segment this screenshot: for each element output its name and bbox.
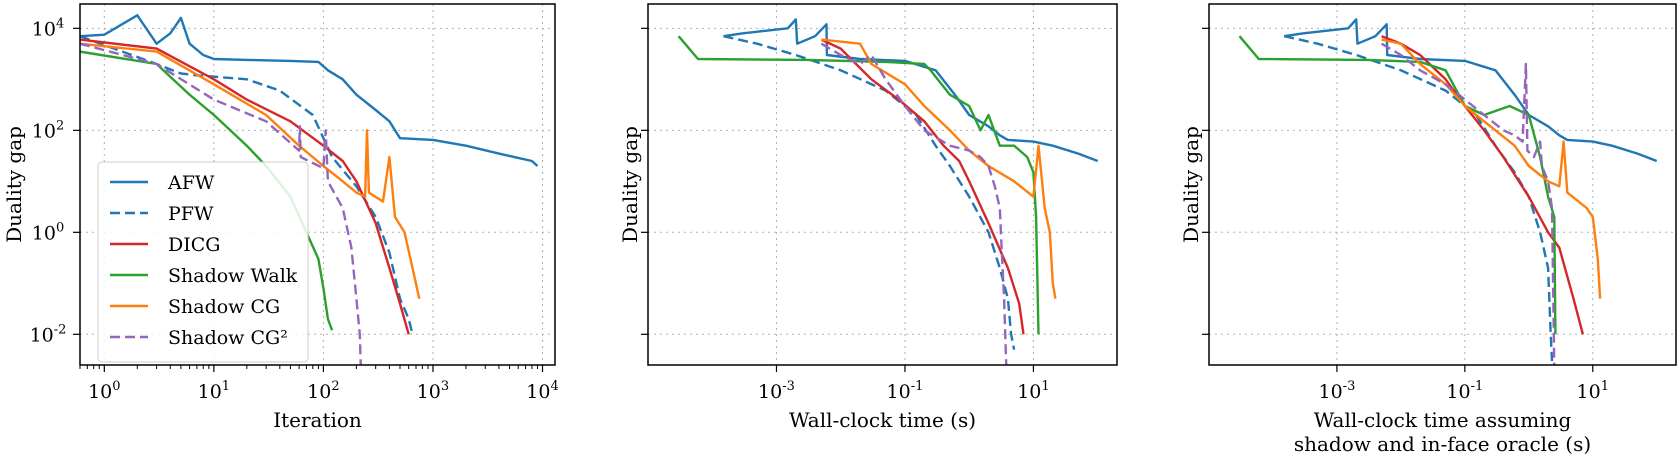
- y-tick-label: 100: [32, 220, 64, 244]
- x-tick-label: 100: [88, 379, 120, 403]
- x-tick-label: 104: [526, 379, 558, 403]
- series-group: [80, 14, 539, 365]
- legend: AFW PFW DICG Shadow Walk Shadow CG Shadow CG²: [97, 161, 309, 363]
- x-axis-label: Iteration: [273, 408, 362, 432]
- series-line-afw: [80, 14, 539, 167]
- y-axis-label: Duality gap: [618, 126, 642, 243]
- series-group: [1238, 18, 1658, 365]
- series-line-dicg: [80, 38, 410, 335]
- series-line-dicg: [1381, 35, 1585, 335]
- y-tick-label: 10-2: [30, 322, 67, 346]
- series-line-pfw: [1283, 35, 1554, 362]
- x-axis-label: Wall-clock time assuming: [1314, 408, 1572, 432]
- series-line-shadow-walk: [677, 35, 1040, 335]
- legend-label: Shadow CG: [168, 296, 280, 318]
- chart-panel-2: 10-3 10-1 101 Wall-clock time (s) Duality ga…: [618, 3, 1118, 432]
- series-line-shadow-cg-: [80, 42, 362, 365]
- axes-frame: [647, 3, 1118, 366]
- x-axis-label: Wall-clock time (s): [789, 408, 976, 432]
- legend-label: Shadow CG²: [168, 327, 288, 349]
- legend-label: AFW: [167, 172, 215, 194]
- x-axis-label: shadow and in-face oracle (s): [1294, 432, 1591, 456]
- series-line-afw: [1284, 18, 1658, 163]
- series-line-shadow-walk: [1238, 35, 1557, 335]
- x-tick-label: 103: [417, 379, 449, 403]
- y-axis-label: Duality gap: [2, 126, 26, 243]
- legend-label: PFW: [168, 203, 214, 225]
- y-axis-label: Duality gap: [1179, 126, 1203, 243]
- series-line-pfw: [80, 35, 414, 335]
- series-line-shadow-cg-: [1380, 42, 1556, 365]
- y-tick-label: 104: [32, 16, 64, 40]
- series-line-shadow-cg: [80, 42, 421, 299]
- series-line-shadow-cg-: [820, 42, 1008, 365]
- x-tick-label: 10-3: [758, 379, 795, 403]
- series-line-shadow-cg: [1381, 38, 1602, 299]
- y-tick-label: 102: [32, 118, 64, 142]
- legend-label: Shadow Walk: [168, 265, 298, 287]
- x-tick-label: 101: [1017, 379, 1049, 403]
- x-tick-label: 10-1: [887, 379, 924, 403]
- x-tick-label: 102: [307, 379, 339, 403]
- x-tick-label: 10-3: [1318, 379, 1355, 403]
- series-line-afw: [723, 18, 1099, 163]
- series-line-pfw: [723, 35, 1016, 350]
- x-tick-label: 10-1: [1446, 379, 1483, 403]
- axes-frame: [79, 3, 556, 366]
- series-group: [677, 18, 1099, 365]
- legend-label: DICG: [168, 234, 220, 256]
- series-line-dicg: [820, 38, 1025, 335]
- axes-frame: [1208, 3, 1677, 366]
- legend-box: [97, 161, 309, 363]
- x-tick-label: 101: [1577, 379, 1609, 403]
- chart-panel-1: 100 101 102 103 104 10-2 100 102 104 Iteration Dua…: [2, 3, 559, 432]
- x-tick-label: 101: [198, 379, 230, 403]
